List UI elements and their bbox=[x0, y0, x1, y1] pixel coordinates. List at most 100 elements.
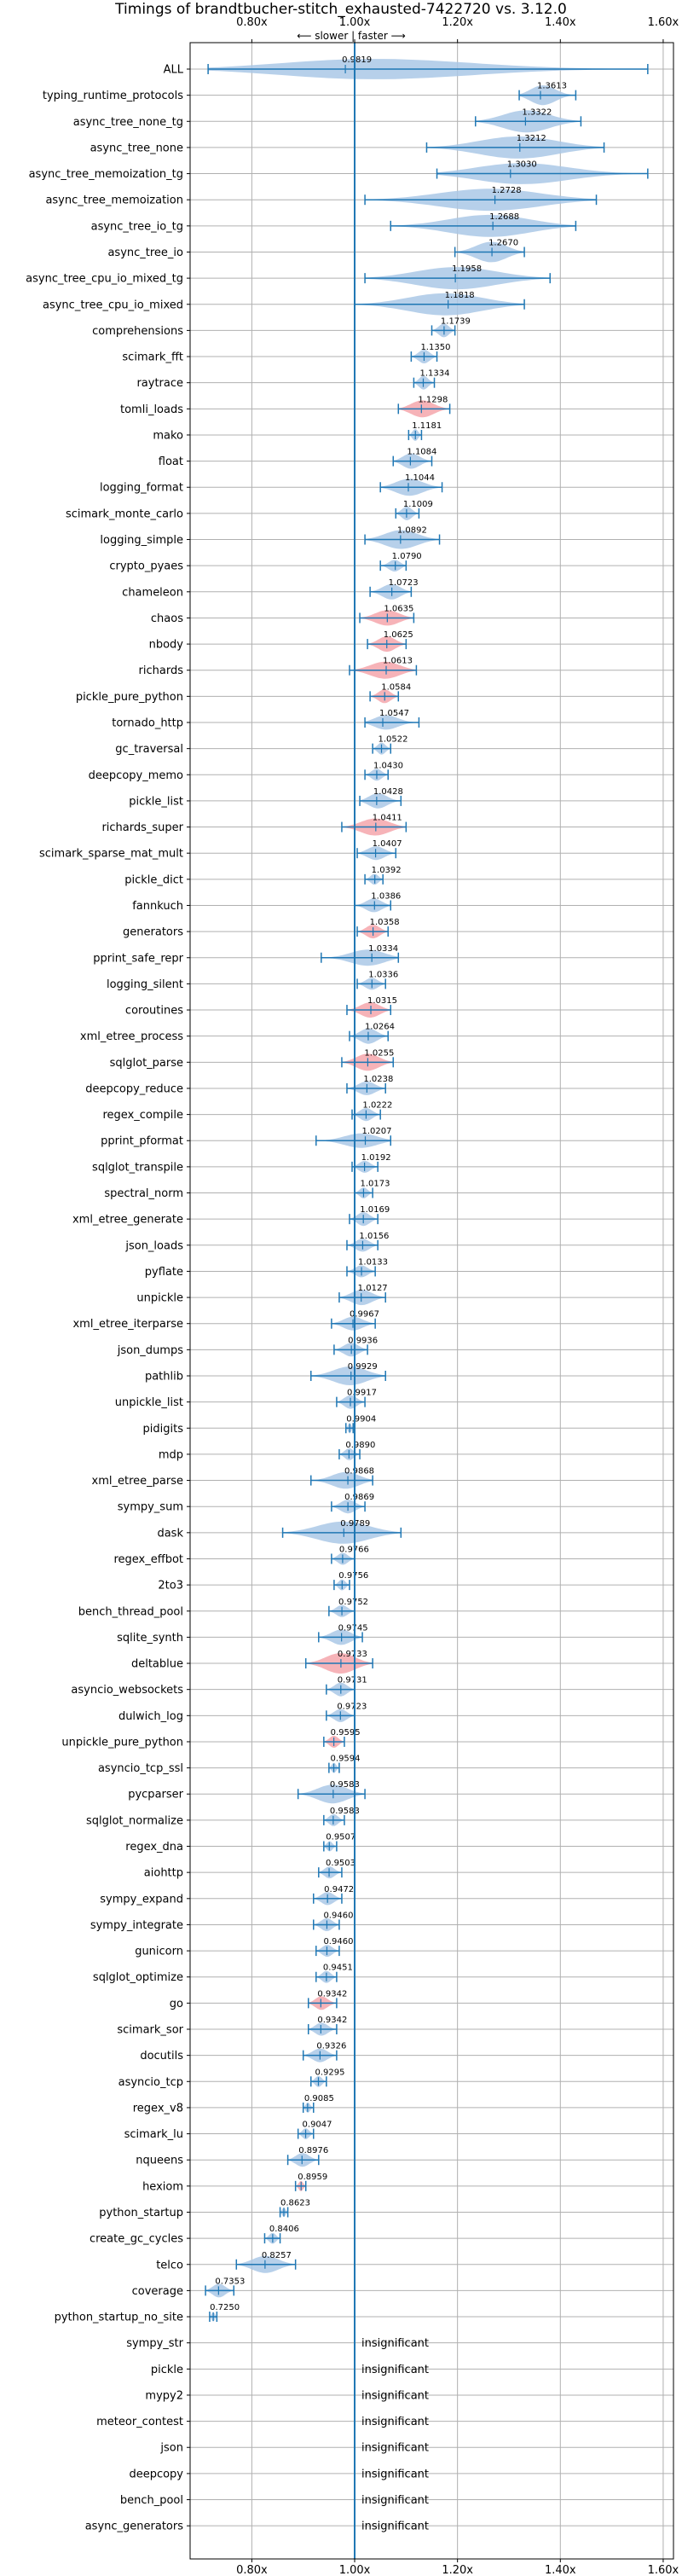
value-label: 0.9507 bbox=[326, 1833, 355, 1842]
benchmark-label: pickle_pure_python bbox=[76, 691, 183, 704]
benchmark-row: chameleon 1.0723 bbox=[122, 578, 673, 600]
value-label: 0.9085 bbox=[304, 2094, 334, 2103]
benchmark-label: mypy2 bbox=[145, 2389, 183, 2402]
benchmark-row: richards 1.0613 bbox=[139, 657, 673, 679]
benchmark-row: pickle_list 1.0428 bbox=[129, 787, 673, 809]
benchmark-row: comprehensions 1.1739 bbox=[92, 316, 673, 338]
value-label: 1.2688 bbox=[489, 212, 519, 222]
benchmark-label: nbody bbox=[149, 639, 184, 652]
benchmark-row: meteor_contest insignificant bbox=[96, 2416, 673, 2428]
benchmark-row: mako 1.1181 bbox=[153, 421, 673, 442]
benchmark-label: sympy_expand bbox=[100, 1893, 183, 1906]
benchmark-row: pyflate 1.0133 bbox=[145, 1257, 673, 1279]
benchmark-row: scimark_monte_carlo 1.1009 bbox=[66, 500, 673, 520]
benchmark-label: pickle bbox=[151, 2364, 183, 2376]
benchmark-row: scimark_sor 0.9342 bbox=[117, 2016, 673, 2037]
tick-label-top: 1.60x bbox=[648, 16, 679, 29]
benchmark-row: crypto_pyaes 1.0790 bbox=[109, 552, 673, 573]
benchmark-label: logging_format bbox=[100, 482, 183, 495]
value-label: 1.1958 bbox=[452, 264, 482, 274]
value-label: 1.0127 bbox=[358, 1284, 388, 1293]
benchmark-label: json_loads bbox=[124, 1239, 183, 1252]
benchmark-row: typing_runtime_protocols 1.3613 bbox=[43, 82, 673, 106]
benchmark-label: coverage bbox=[132, 2285, 183, 2298]
value-label: 0.9047 bbox=[303, 2121, 332, 2130]
benchmark-row: gunicorn 0.9460 bbox=[135, 1937, 673, 1958]
benchmark-label: pprint_safe_repr bbox=[93, 952, 183, 965]
benchmark-row: dulwich_log 0.9723 bbox=[118, 1702, 673, 1723]
benchmark-label: float bbox=[159, 455, 183, 468]
benchmark-label: telco bbox=[156, 2259, 183, 2271]
benchmark-row: coroutines 1.0315 bbox=[125, 996, 673, 1018]
benchmark-label: mako bbox=[153, 429, 183, 442]
benchmark-row: async_tree_cpu_io_mixed 1.1818 bbox=[43, 291, 673, 316]
benchmark-row: async_tree_none 1.3212 bbox=[90, 134, 673, 159]
benchmark-label: pprint_pformat bbox=[101, 1135, 183, 1148]
benchmark-row: deepcopy insignificant bbox=[129, 2468, 673, 2480]
benchmark-row: ALL 0.9819 bbox=[164, 55, 673, 79]
benchmark-label: chaos bbox=[151, 612, 183, 625]
value-label: 1.1818 bbox=[445, 291, 475, 300]
value-label: 1.3322 bbox=[522, 107, 552, 117]
benchmark-label: scimark_sor bbox=[117, 2024, 183, 2037]
benchmark-label: deepcopy_memo bbox=[89, 769, 183, 782]
benchmark-row: nbody 1.0625 bbox=[149, 630, 673, 653]
benchmark-label: async_tree_memoization_tg bbox=[29, 168, 183, 181]
benchmark-row: sqlglot_normalize 0.9583 bbox=[86, 1807, 673, 1827]
benchmark-label: async_tree_io_tg bbox=[91, 220, 183, 233]
benchmark-label: python_startup_no_site bbox=[55, 2312, 183, 2324]
benchmark-row: deepcopy_reduce 1.0238 bbox=[85, 1075, 673, 1095]
benchmark-row: dask0.9789 bbox=[157, 1519, 673, 1544]
value-label: 0.9472 bbox=[324, 1885, 354, 1894]
benchmark-label: coroutines bbox=[125, 1005, 183, 1018]
benchmark-label: sqlite_synth bbox=[117, 1632, 183, 1645]
benchmark-row: sympy_sum 0.9869 bbox=[118, 1493, 673, 1514]
benchmark-row: unpickle_list 0.9917 bbox=[115, 1389, 673, 1409]
benchmark-row: sympy_expand 0.9472 bbox=[100, 1885, 673, 1906]
value-label: 1.1334 bbox=[419, 369, 449, 379]
insignificant-label: insignificant bbox=[361, 2521, 429, 2533]
value-label: 0.9460 bbox=[323, 1937, 353, 1947]
value-label: 1.0156 bbox=[359, 1232, 389, 1241]
value-label: 0.7250 bbox=[210, 2303, 240, 2312]
tick-label-bottom: 1.20x bbox=[442, 2564, 473, 2576]
benchmark-row: logging_simple 1.0892 bbox=[100, 526, 673, 549]
value-label: 1.1350 bbox=[420, 343, 450, 352]
tick-label-bottom: 1.60x bbox=[648, 2564, 679, 2576]
benchmark-row: richards_super 1.0411 bbox=[101, 814, 673, 836]
plot-frame bbox=[189, 42, 674, 2560]
value-label: 0.9745 bbox=[338, 1623, 368, 1633]
benchmark-label: 2to3 bbox=[158, 1580, 183, 1593]
benchmark-row: regex_effbot0.9766 bbox=[113, 1545, 673, 1566]
value-label: 1.0892 bbox=[397, 526, 427, 536]
value-label: 1.1044 bbox=[405, 473, 435, 483]
benchmark-row: unpickle 1.0127 bbox=[136, 1284, 673, 1306]
value-label: 0.9869 bbox=[344, 1493, 374, 1502]
value-label: 0.8406 bbox=[269, 2225, 299, 2234]
value-label: 1.3212 bbox=[517, 134, 546, 143]
benchmark-label: deepcopy bbox=[129, 2468, 183, 2480]
value-label: 1.1181 bbox=[412, 421, 442, 431]
benchmark-row: sqlglot_optimize 0.9451 bbox=[93, 1964, 673, 1984]
benchmark-rows: ALL 0.9819 typing_runtime_protocols 1.3613 a… bbox=[26, 55, 673, 2533]
benchmark-row: json insignificant bbox=[159, 2442, 673, 2455]
insignificant-label: insignificant bbox=[361, 2416, 429, 2428]
benchmark-label: unpickle_pure_python bbox=[61, 1736, 183, 1749]
benchmark-label: bench_thread_pool bbox=[78, 1605, 183, 1618]
benchmark-label: create_gc_cycles bbox=[90, 2233, 183, 2246]
benchmark-label: async_tree_cpu_io_mixed bbox=[43, 299, 183, 311]
benchmark-label: async_tree_cpu_io_mixed_tg bbox=[26, 273, 183, 286]
value-label: 1.0625 bbox=[384, 630, 413, 640]
benchmark-label: spectral_norm bbox=[104, 1187, 183, 1200]
benchmark-label: pidigits bbox=[143, 1423, 184, 1436]
benchmark-label: deltablue bbox=[131, 1658, 183, 1671]
value-label: 0.8976 bbox=[298, 2146, 328, 2155]
benchmark-label: scimark_monte_carlo bbox=[66, 508, 183, 520]
value-label: 1.0522 bbox=[379, 735, 408, 745]
benchmark-label: sqlglot_parse bbox=[110, 1057, 183, 1070]
insignificant-label: insignificant bbox=[361, 2442, 429, 2455]
value-label: 1.0411 bbox=[373, 814, 402, 823]
benchmark-row: raytrace 1.1334 bbox=[136, 369, 673, 390]
benchmark-row: python_startup_no_site 0.7250 bbox=[55, 2303, 673, 2324]
benchmark-row: scimark_lu 0.9047 bbox=[124, 2121, 673, 2141]
